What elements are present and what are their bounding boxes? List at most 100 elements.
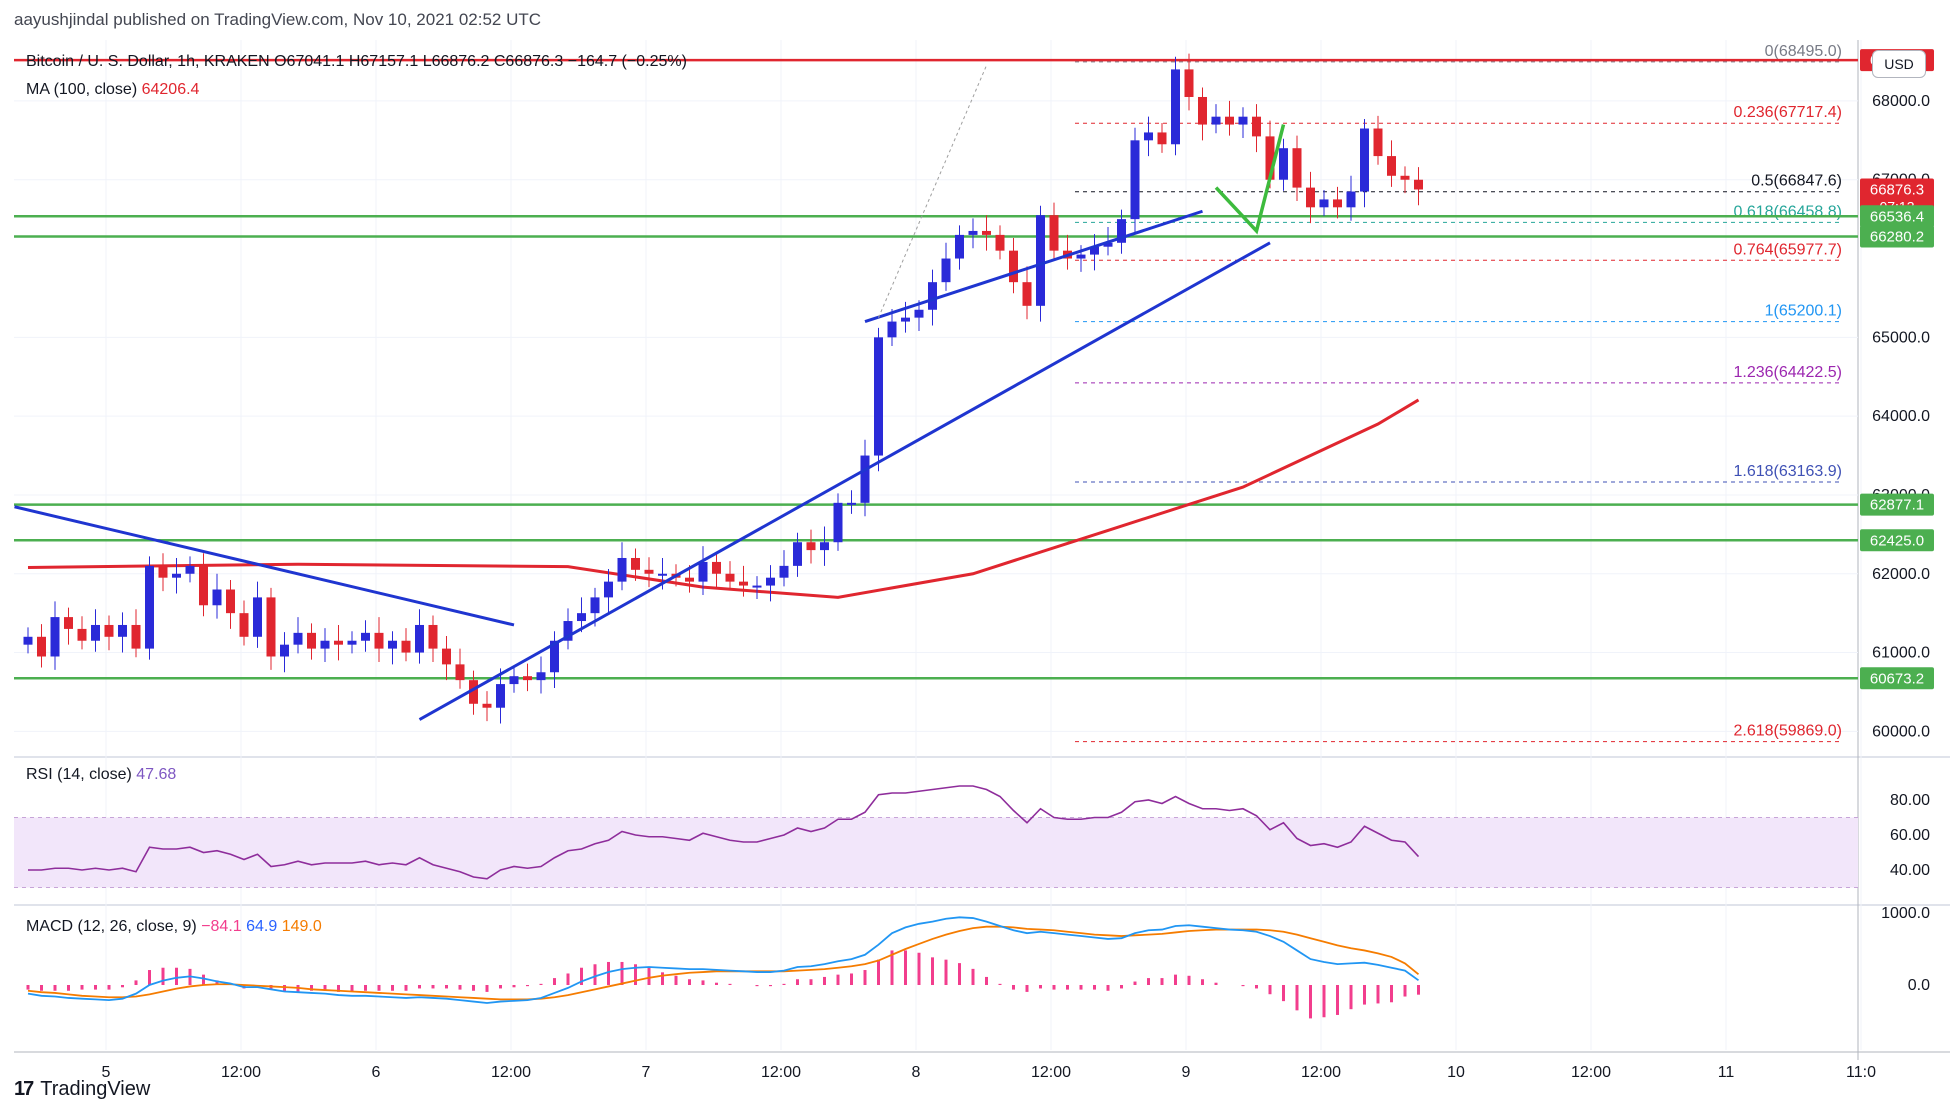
rsi-label[interactable]: RSI (14, close) — [26, 766, 132, 783]
candle-body — [1211, 116, 1221, 125]
candle — [550, 631, 559, 689]
candle — [1252, 104, 1261, 153]
candle — [1090, 234, 1099, 271]
candle-body — [253, 597, 262, 637]
candle — [185, 556, 195, 583]
rsi-tick-label: 40.00 — [1890, 862, 1930, 879]
candle — [266, 587, 276, 670]
candle — [320, 628, 330, 663]
candle-body — [928, 282, 937, 310]
candle-body — [1157, 132, 1167, 145]
candle-body — [1306, 187, 1315, 208]
price-badge-label: 62425.0 — [1870, 532, 1924, 549]
candle-body — [725, 573, 735, 582]
candle — [968, 218, 978, 249]
candle — [1400, 166, 1410, 194]
ma-label[interactable]: MA (100, close) — [26, 81, 138, 98]
candle — [712, 552, 721, 590]
candle-body — [536, 672, 546, 681]
candle — [820, 526, 829, 566]
candle-body — [1346, 191, 1356, 208]
candle — [739, 565, 748, 597]
candle-body — [320, 640, 330, 649]
price-badge — [1860, 225, 1934, 248]
rsi-tick-label: 60.00 — [1890, 827, 1930, 844]
candle — [118, 612, 127, 653]
candle-body — [482, 703, 492, 708]
x-tick-label: 11:0 — [1846, 1064, 1876, 1081]
currency-selector[interactable]: USD — [1872, 50, 1926, 78]
candle-body — [23, 636, 33, 645]
candle — [496, 668, 505, 724]
candle-body — [374, 632, 384, 649]
candle — [779, 550, 789, 587]
candle — [1333, 186, 1342, 219]
candle — [469, 670, 478, 715]
tradingview-brand[interactable]: 17 TradingView — [14, 1078, 150, 1101]
candle-body — [239, 613, 249, 637]
candle — [604, 569, 613, 614]
candle-body — [64, 617, 73, 629]
candle-body — [995, 234, 1005, 251]
ma-value: 64206.4 — [141, 81, 200, 98]
candle — [1198, 87, 1207, 141]
candle — [145, 556, 154, 660]
macd-line-value: 64.9 — [246, 918, 278, 935]
candle-body — [1225, 116, 1234, 125]
candle — [1130, 127, 1140, 233]
rsi-band — [14, 817, 1858, 888]
candle-body — [563, 621, 573, 641]
candle — [1022, 266, 1032, 320]
x-tick-label: 8 — [912, 1064, 921, 1081]
candle-body — [631, 557, 640, 570]
candle — [455, 648, 465, 689]
candle — [941, 242, 951, 291]
price-badge-label: 66536.4 — [1870, 208, 1924, 225]
ohlc-low: L66876.2 — [422, 53, 490, 70]
candle-body — [172, 573, 181, 578]
candle-body — [887, 321, 897, 338]
candle-body — [199, 565, 208, 606]
candle-body — [1373, 128, 1383, 157]
publish-attribution: aayushjindal published on TradingView.co… — [14, 10, 541, 30]
candle — [1279, 138, 1288, 191]
x-tick-label: 9 — [1182, 1064, 1191, 1081]
x-tick-label: 5 — [102, 1064, 111, 1081]
candle — [928, 269, 937, 326]
candle — [982, 215, 991, 251]
macd-hist-value: −84.1 — [201, 918, 242, 935]
candle-body — [644, 569, 654, 574]
price-badge — [1860, 529, 1934, 552]
candle — [293, 617, 303, 654]
price-badge-label: 66876.3 — [1870, 181, 1924, 198]
candle-body — [442, 648, 451, 665]
x-tick-label: 12:00 — [491, 1064, 531, 1081]
fib-label-1.618: 1.618(63163.9) — [1733, 463, 1842, 480]
candle — [644, 557, 654, 588]
candle — [631, 548, 640, 581]
candle-body — [1252, 116, 1261, 137]
x-tick-label: 6 — [372, 1064, 381, 1081]
x-tick-label: 12:00 — [221, 1064, 261, 1081]
x-tick-label: 12:00 — [761, 1064, 801, 1081]
candle — [307, 623, 316, 660]
symbol-title[interactable]: Bitcoin / U. S. Dollar, 1h, KRAKEN — [26, 53, 270, 70]
fib-label-2.618: 2.618(59869.0) — [1733, 723, 1842, 740]
candle — [401, 628, 411, 662]
candle — [509, 666, 519, 693]
candle-body — [617, 557, 627, 582]
author-name[interactable]: aayushjindal — [14, 10, 109, 29]
candle-body — [226, 589, 235, 614]
descending-trendline — [14, 505, 515, 627]
y-tick-label: 61000.0 — [1872, 645, 1930, 662]
candle-body — [293, 632, 303, 645]
candle-body — [1319, 199, 1329, 208]
macd-label[interactable]: MACD (12, 26, close, 9) — [26, 918, 197, 935]
candle — [995, 225, 1005, 260]
candle-body — [131, 624, 141, 649]
x-tick-label: 11 — [1718, 1064, 1735, 1081]
candle-body — [347, 640, 357, 645]
candle-body — [509, 676, 519, 685]
candle — [172, 557, 181, 594]
